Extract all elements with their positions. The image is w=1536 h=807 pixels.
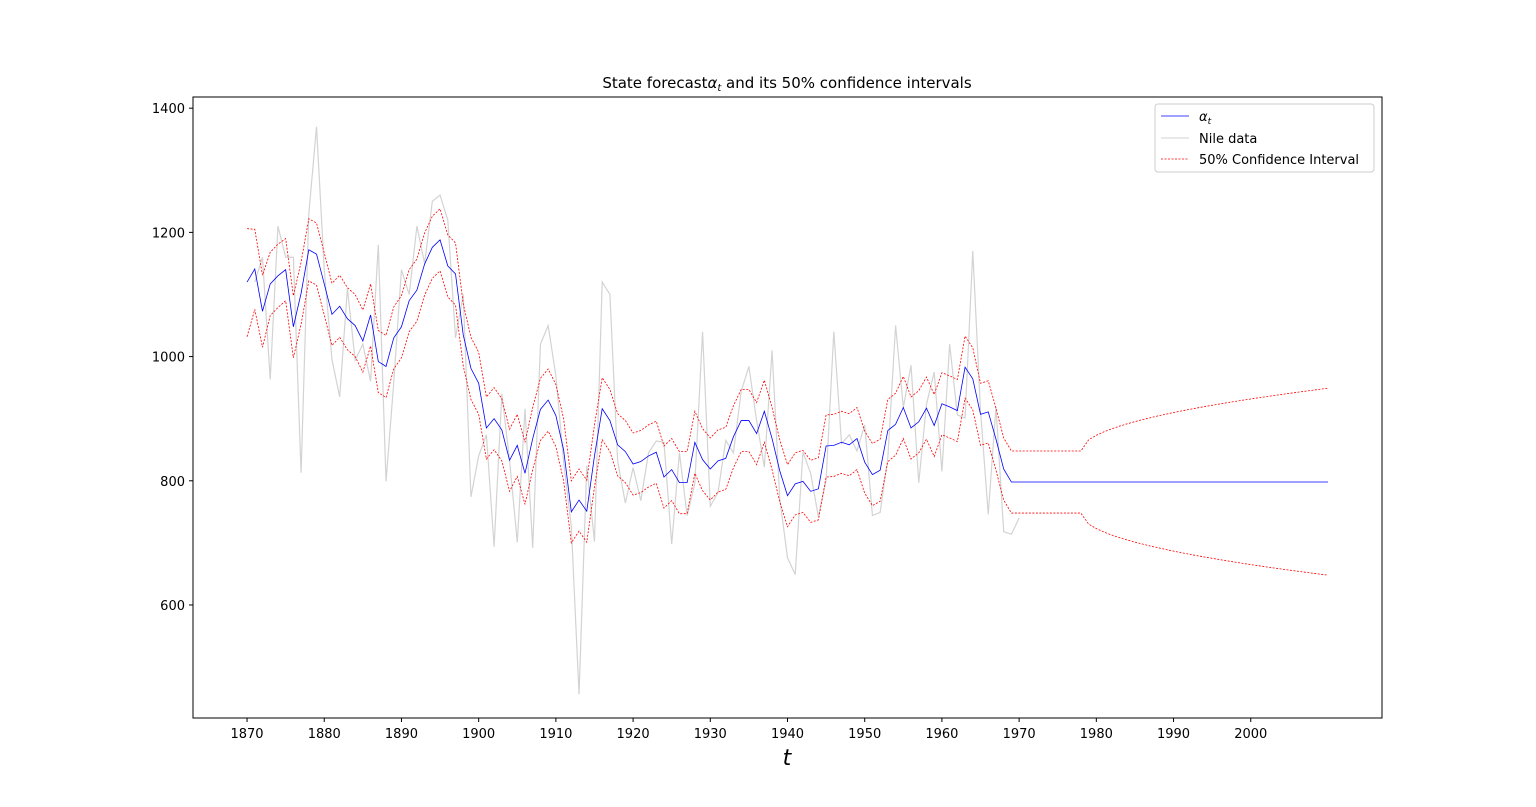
x-tick-label: 1910 [539,727,572,742]
x-tick-label: 1990 [1157,727,1190,742]
y-tick-label: 1000 [152,351,185,366]
y-tick-label: 800 [160,475,185,490]
y-axis: 600 800 1000 1200 1400 [152,102,193,614]
legend-label-alpha: αt [1199,110,1212,127]
x-tick-label: 1870 [230,727,263,742]
x-tick-label: 1880 [308,727,341,742]
series-alpha-t [246,239,1328,513]
y-tick-label: 1200 [152,226,185,241]
x-tick-label: 1940 [771,727,804,742]
y-tick-label: 1400 [152,102,185,117]
x-tick-label: 1970 [1003,727,1036,742]
x-tick-label: 1980 [1080,727,1113,742]
x-tick-label: 1900 [462,727,495,742]
x-tick-label: 1890 [385,727,418,742]
x-tick-label: 1950 [848,727,881,742]
legend: αt Nile data 50% Confidence Interval [1154,103,1375,173]
legend-label-nile: Nile data [1199,132,1257,147]
y-tick-label: 600 [160,599,185,614]
x-tick-label: 1930 [694,727,727,742]
series-layer [246,126,1329,695]
x-tick-label: 1920 [617,727,650,742]
series-nile-data [254,126,1020,695]
chart-title: State forecastαt and its 50% confidence … [602,74,972,94]
legend-box [1154,103,1375,173]
x-tick-label: 1960 [925,727,958,742]
x-axis: 1870 1880 1890 1900 1910 1920 1930 1940 1950 1960… [230,718,1267,742]
series-ci-upper [247,208,1329,482]
x-axis-label: t [783,746,793,771]
x-tick-label: 2000 [1234,727,1267,742]
legend-label-ci: 50% Confidence Interval [1199,153,1359,168]
series-ci-lower [246,270,1329,576]
